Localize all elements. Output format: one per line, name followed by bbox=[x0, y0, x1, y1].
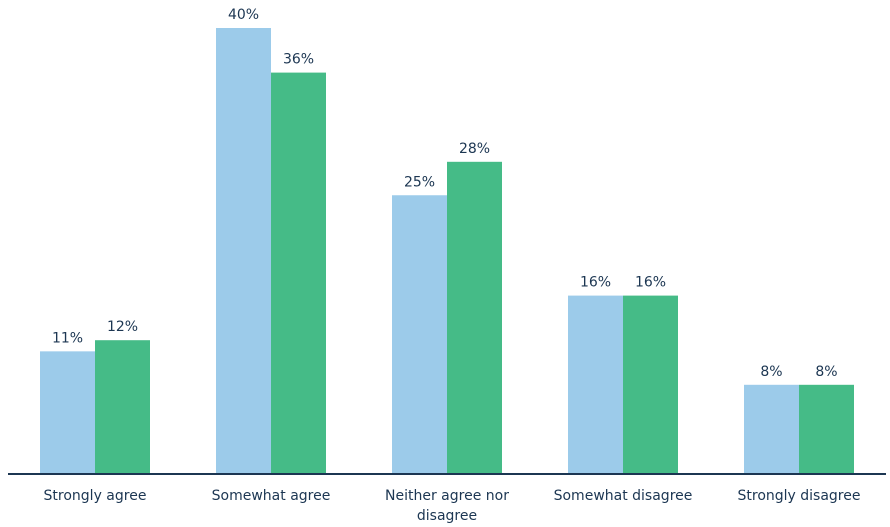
category-label-c1: Strongly agree bbox=[44, 488, 147, 504]
value-label-s2-c2: 36% bbox=[283, 52, 314, 68]
bar-s2-c2 bbox=[271, 72, 326, 474]
category-label-c3-line1: Neither agree nor bbox=[385, 488, 509, 504]
category-label-c2: Somewhat agree bbox=[212, 488, 331, 504]
bar-s1-c3 bbox=[392, 195, 447, 474]
category-label-c5: Strongly disagree bbox=[738, 488, 861, 504]
category-labels-group: Strongly agree Somewhat agree Neither agre… bbox=[44, 488, 861, 524]
bar-s1-c5 bbox=[744, 384, 799, 474]
bars-group bbox=[40, 28, 854, 475]
value-label-s2-c3: 28% bbox=[459, 141, 490, 157]
category-label-c3-line2: disagree bbox=[417, 508, 477, 524]
bar-s2-c4 bbox=[623, 295, 678, 474]
value-label-s1-c3: 25% bbox=[404, 174, 435, 190]
value-label-s2-c5: 8% bbox=[815, 364, 837, 380]
value-labels-group: 11% 12% 40% 36% 25% 28% 16% 16% 8% 8% bbox=[52, 7, 838, 380]
bar-s2-c1 bbox=[95, 340, 150, 474]
value-label-s1-c5: 8% bbox=[760, 364, 782, 380]
value-label-s1-c2: 40% bbox=[228, 7, 259, 23]
value-label-s1-c1: 11% bbox=[52, 330, 83, 346]
bar-s2-c3 bbox=[447, 161, 502, 475]
value-label-s1-c4: 16% bbox=[580, 275, 611, 291]
bar-s2-c5 bbox=[799, 384, 854, 474]
value-label-s2-c4: 16% bbox=[635, 275, 666, 291]
bar-s1-c4 bbox=[568, 295, 623, 474]
bar-s1-c1 bbox=[40, 351, 95, 474]
category-label-c4: Somewhat disagree bbox=[554, 488, 693, 504]
value-label-s2-c1: 12% bbox=[107, 319, 138, 335]
bar-s1-c2 bbox=[216, 28, 271, 474]
